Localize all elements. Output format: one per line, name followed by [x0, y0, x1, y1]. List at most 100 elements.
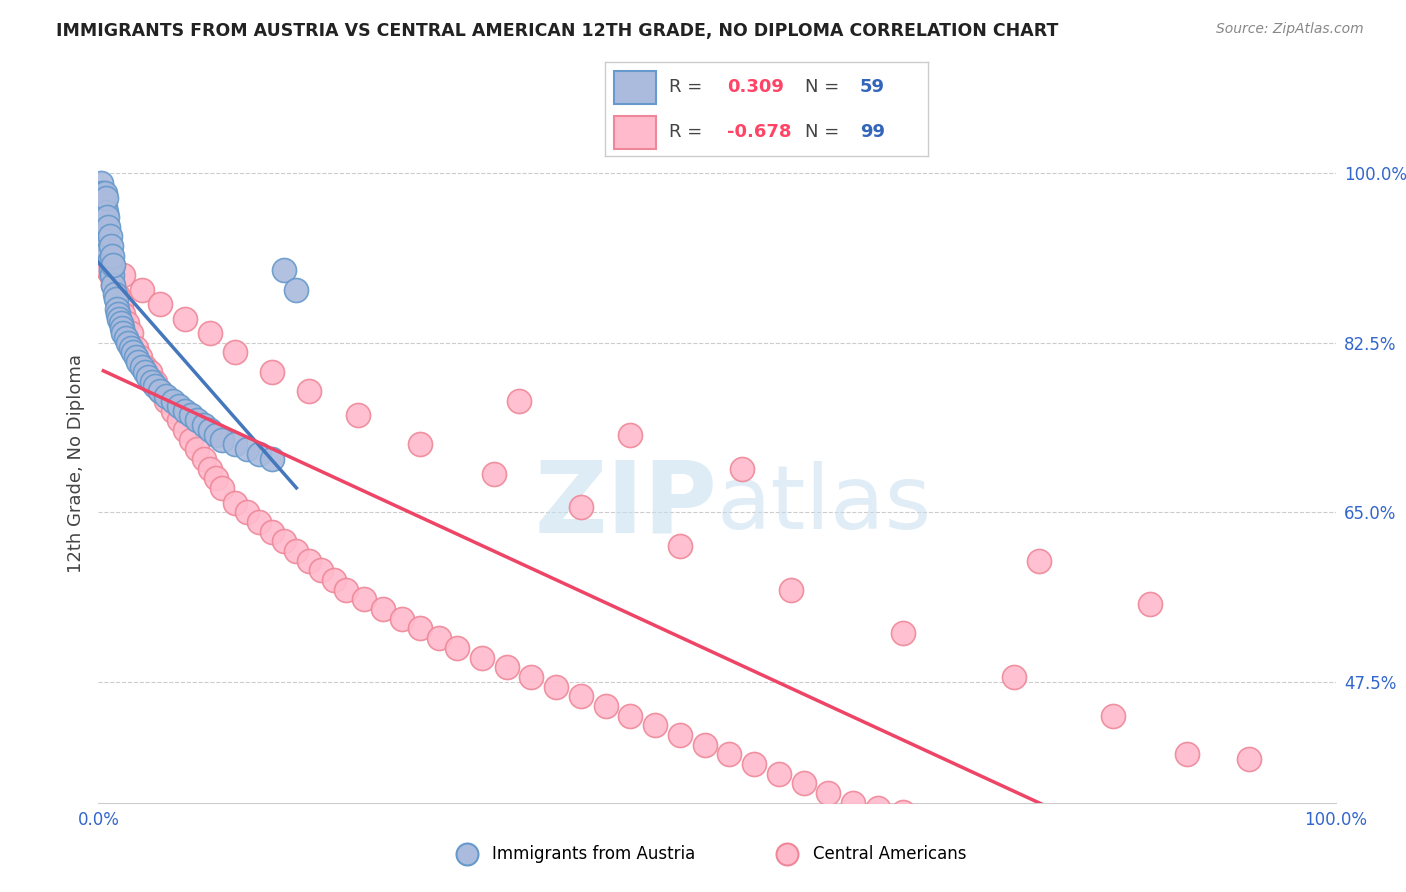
Point	[224, 495, 246, 509]
Point	[669, 728, 692, 742]
Point	[298, 554, 321, 568]
Point	[110, 317, 132, 331]
Point	[718, 747, 741, 762]
Point	[211, 481, 233, 495]
Bar	[614, 116, 657, 149]
Point	[131, 359, 153, 374]
Text: -0.678: -0.678	[727, 123, 792, 141]
Point	[309, 563, 332, 577]
Point	[134, 365, 156, 379]
Point	[186, 413, 208, 427]
Point	[780, 582, 803, 597]
Point	[117, 335, 139, 350]
Point	[139, 365, 162, 379]
Text: N =: N =	[806, 78, 845, 95]
Point	[793, 776, 815, 790]
Point	[93, 205, 115, 219]
Point	[97, 263, 120, 277]
Point	[484, 467, 506, 481]
Point	[94, 190, 117, 204]
Point	[546, 680, 568, 694]
Point	[180, 409, 202, 423]
Point	[93, 210, 115, 224]
Point	[817, 786, 839, 800]
Text: Source: ZipAtlas.com: Source: ZipAtlas.com	[1216, 22, 1364, 37]
Point	[103, 258, 125, 272]
Point	[198, 461, 221, 475]
Bar	[614, 70, 657, 103]
Point	[198, 423, 221, 437]
Point	[891, 626, 914, 640]
Point	[619, 708, 641, 723]
Point	[1164, 859, 1187, 873]
Text: 99: 99	[860, 123, 884, 141]
Point	[335, 582, 357, 597]
Point	[186, 442, 208, 457]
Text: atlas: atlas	[717, 461, 932, 548]
Point	[110, 297, 132, 311]
Point	[127, 355, 149, 369]
Point	[93, 200, 115, 214]
Point	[112, 326, 135, 340]
Text: R =: R =	[669, 78, 709, 95]
Point	[93, 190, 115, 204]
Point	[94, 249, 117, 263]
Point	[569, 500, 592, 515]
Point	[260, 524, 283, 539]
Point	[162, 403, 184, 417]
Point	[155, 393, 177, 408]
Point	[409, 622, 432, 636]
Point	[162, 393, 184, 408]
Point	[1002, 670, 1025, 684]
Point	[100, 268, 122, 282]
Point	[1102, 708, 1125, 723]
Point	[1090, 844, 1112, 858]
Point	[391, 612, 413, 626]
Point	[97, 219, 120, 234]
Point	[1114, 849, 1136, 863]
Point	[353, 592, 375, 607]
Text: Immigrants from Austria: Immigrants from Austria	[492, 845, 696, 863]
Point	[114, 331, 136, 345]
Point	[98, 229, 121, 244]
Text: 59: 59	[860, 78, 884, 95]
Point	[205, 471, 228, 485]
Point	[91, 195, 114, 210]
Point	[891, 805, 914, 820]
Point	[941, 815, 963, 830]
Point	[124, 351, 146, 365]
Point	[155, 389, 177, 403]
Text: N =: N =	[806, 123, 845, 141]
Point	[247, 515, 270, 529]
Point	[94, 205, 117, 219]
Point	[768, 766, 790, 780]
Point	[520, 670, 543, 684]
Point	[371, 602, 394, 616]
Point	[149, 297, 172, 311]
Point	[143, 375, 166, 389]
Point	[322, 573, 344, 587]
Point	[129, 351, 152, 365]
Point	[149, 384, 172, 399]
Point	[595, 698, 617, 713]
Point	[107, 307, 129, 321]
Point	[124, 341, 146, 355]
Point	[180, 433, 202, 447]
Point	[495, 660, 517, 674]
Point	[134, 359, 156, 374]
Point	[115, 317, 138, 331]
Point	[103, 277, 125, 292]
Point	[167, 399, 190, 413]
Point	[174, 423, 197, 437]
Point	[1188, 863, 1211, 878]
Point	[131, 283, 153, 297]
Point	[1213, 868, 1236, 882]
Point	[742, 757, 765, 772]
Point	[120, 326, 142, 340]
Point	[97, 244, 120, 258]
Point	[236, 505, 259, 519]
Point	[141, 375, 163, 389]
Point	[731, 461, 754, 475]
Point	[569, 690, 592, 704]
Point	[273, 534, 295, 549]
